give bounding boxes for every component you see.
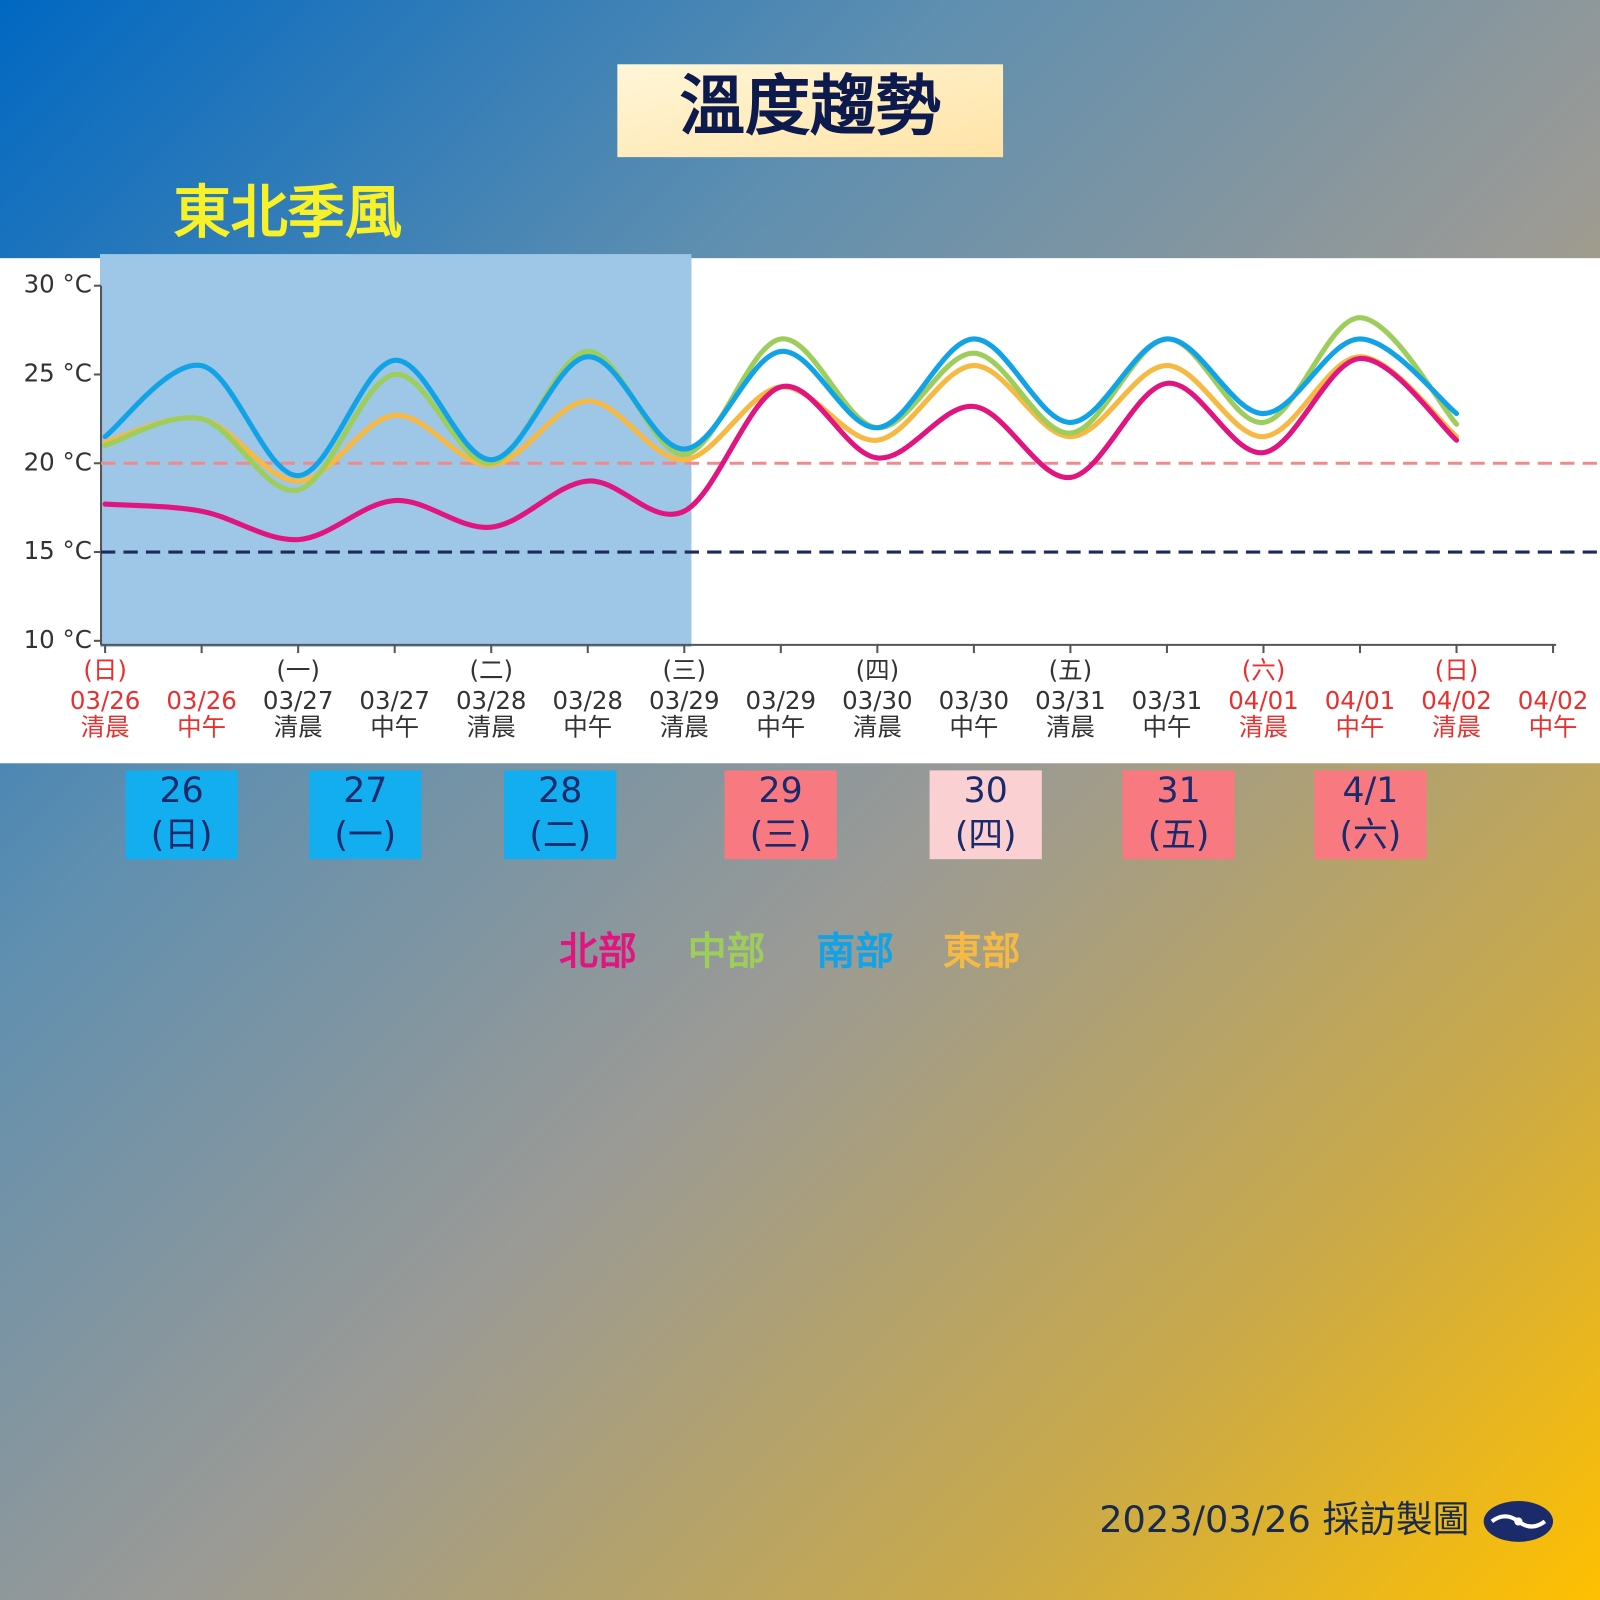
series-line (102, 336, 1460, 479)
x-tick-date: 03/29 (746, 686, 817, 715)
day-number: 31 (1157, 771, 1201, 811)
region-label: 東北季風 (173, 180, 402, 246)
x-tick-time: 清晨 (1432, 713, 1481, 742)
y-tick-label: 30 °C (24, 270, 92, 299)
day-box (309, 770, 422, 860)
x-tick-date: 04/02 (1421, 686, 1492, 715)
day-box (1122, 770, 1235, 860)
y-tick-label: 20 °C (24, 447, 92, 476)
day-weekday: (四) (955, 816, 1017, 856)
y-tick-label: 15 °C (24, 536, 92, 565)
x-tick-date: 03/30 (939, 686, 1010, 715)
x-tick-date: 03/31 (1035, 686, 1106, 715)
x-tick-time: 中午 (1529, 713, 1578, 742)
day-box (125, 770, 238, 860)
x-tick-date: 03/28 (456, 686, 527, 715)
day-number: 26 (160, 771, 204, 811)
x-tick-time: 中午 (177, 713, 226, 742)
x-tick-date: 04/01 (1228, 686, 1299, 715)
x-tick-weekday: (二) (469, 655, 513, 684)
shaded-region (100, 254, 692, 647)
day-number: 30 (964, 771, 1008, 811)
x-tick-time: 清晨 (274, 713, 323, 742)
x-tick-date: 03/31 (1132, 686, 1203, 715)
x-tick-time: 清晨 (467, 713, 516, 742)
series-line (102, 355, 1460, 543)
x-tick-date: 03/26 (70, 686, 141, 715)
x-tick-time: 中午 (1336, 713, 1385, 742)
x-tick-date: 03/26 (166, 686, 237, 715)
series-line (102, 315, 1460, 493)
x-tick-time: 清晨 (1239, 713, 1288, 742)
day-weekday: (六) (1340, 816, 1402, 856)
x-tick-time: 中午 (949, 713, 998, 742)
x-tick-time: 清晨 (1046, 713, 1095, 742)
day-number: 27 (343, 771, 387, 811)
x-tick-date: 03/27 (359, 686, 430, 715)
x-tick-time: 清晨 (660, 713, 709, 742)
day-weekday: (三) (750, 816, 812, 856)
day-weekday: (五) (1148, 816, 1210, 856)
x-tick-date: 03/27 (263, 686, 334, 715)
x-tick-time: 中午 (1142, 713, 1191, 742)
x-tick-time: 清晨 (81, 713, 130, 742)
title-box (617, 64, 1004, 158)
day-weekday: (一) (334, 816, 396, 856)
x-tick-weekday: (六) (1242, 655, 1286, 684)
legend-entry: 北部 (559, 930, 637, 975)
x-tick-weekday: (日) (1435, 655, 1479, 684)
day-box (504, 770, 617, 860)
day-number: 29 (759, 771, 803, 811)
day-box (724, 770, 837, 860)
legend-entry: 東部 (943, 930, 1021, 975)
x-tick-time: 中午 (563, 713, 612, 742)
title: 溫度趨勢 (680, 68, 941, 144)
day-weekday: (日) (151, 816, 213, 856)
x-tick-date: 04/02 (1518, 686, 1589, 715)
x-tick-weekday: (三) (663, 655, 707, 684)
day-number: 4/1 (1342, 771, 1398, 811)
legend-entry: 南部 (816, 930, 894, 975)
x-tick-date: 03/29 (649, 686, 720, 715)
x-tick-weekday: (四) (856, 655, 900, 684)
x-tick-time: 清晨 (853, 713, 902, 742)
x-tick-weekday: (一) (276, 655, 320, 684)
x-tick-date: 04/01 (1325, 686, 1396, 715)
legend-entry: 中部 (688, 930, 766, 975)
day-box (1314, 770, 1427, 860)
logo (1483, 1501, 1554, 1542)
day-weekday: (二) (529, 816, 591, 856)
day-box (929, 770, 1042, 860)
day-number: 28 (538, 771, 582, 811)
x-tick-time: 中午 (370, 713, 419, 742)
x-tick-date: 03/30 (842, 686, 913, 715)
x-tick-date: 03/28 (552, 686, 623, 715)
y-tick-label: 10 °C (24, 625, 92, 654)
x-tick-weekday: (日) (83, 655, 127, 684)
x-tick-time: 中午 (756, 713, 805, 742)
y-tick-label: 25 °C (24, 358, 92, 387)
footer: 2023/03/26 採訪製圖 (1099, 1498, 1469, 1541)
x-tick-weekday: (五) (1049, 655, 1093, 684)
